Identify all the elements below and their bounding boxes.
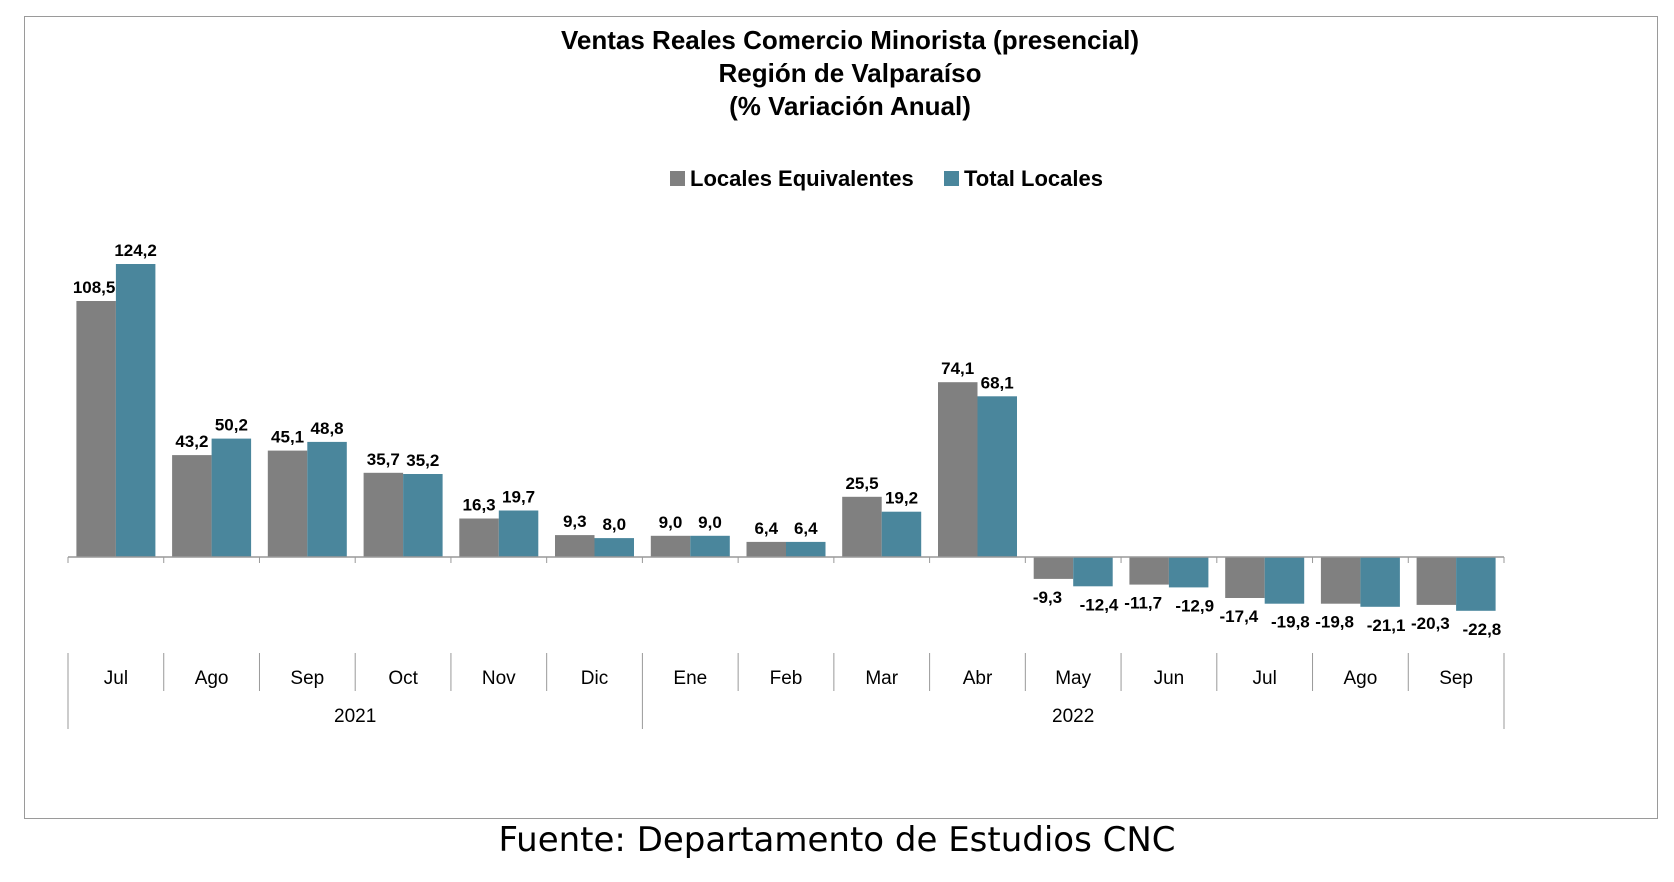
month-label: Sep	[1439, 668, 1473, 689]
data-label: 68,1	[981, 373, 1014, 392]
data-label: 124,2	[114, 241, 157, 260]
bars-layer	[76, 264, 1496, 611]
month-label: May	[1055, 668, 1091, 689]
bar-locales-equivalentes	[1320, 557, 1361, 604]
bar-locales-equivalentes	[1416, 557, 1457, 605]
year-label: 2021	[334, 706, 376, 727]
bar-total-locales	[690, 535, 730, 557]
data-label: 48,8	[311, 419, 344, 438]
data-label: 6,4	[794, 519, 818, 538]
bar-locales-equivalentes	[555, 535, 595, 557]
source-note: Fuente: Departamento de Estudios CNC	[498, 820, 1176, 860]
data-label: -11,7	[1124, 594, 1162, 613]
bar-locales-equivalentes	[76, 301, 116, 557]
month-label: Sep	[290, 668, 324, 689]
data-label: -19,8	[1315, 613, 1354, 632]
data-label: -9,3	[1033, 588, 1062, 607]
month-label: Jul	[1253, 668, 1277, 689]
legend-swatch-locales-equivalentes	[670, 171, 685, 186]
data-label: 9,0	[659, 513, 683, 532]
month-label: Oct	[388, 668, 418, 689]
data-label: -19,8	[1271, 613, 1310, 632]
data-label: 8,0	[602, 515, 626, 534]
category-axis: Jul Ago Sep Oct Nov Dic Ene Feb Mar Abr May Jun Jul A…	[67, 556, 1505, 729]
chart-subtitle: Región de Valparaíso	[719, 58, 982, 88]
bar-total-locales	[786, 541, 826, 557]
chart-frame: Ventas Reales Comercio Minorista (presen…	[24, 16, 1658, 819]
legend-label-total-locales: Total Locales	[964, 166, 1103, 191]
bar-total-locales	[1073, 557, 1113, 587]
month-label: Ene	[673, 668, 707, 689]
bar-locales-equivalentes	[746, 541, 786, 557]
bar-locales-equivalentes	[1225, 557, 1265, 598]
bar-total-locales	[977, 396, 1017, 557]
bar-total-locales	[1360, 557, 1400, 607]
data-label: 43,2	[175, 432, 208, 451]
bar-total-locales	[594, 538, 634, 557]
data-label: 74,1	[941, 359, 974, 378]
bar-total-locales	[1168, 557, 1209, 588]
legend-swatch-total-locales	[944, 171, 959, 186]
month-label: Ago	[195, 668, 229, 689]
bar-total-locales	[881, 511, 922, 557]
bar-locales-equivalentes	[172, 455, 212, 557]
bar-locales-equivalentes	[842, 496, 882, 557]
bar-locales-equivalentes	[363, 472, 404, 557]
month-label: Mar	[865, 668, 898, 689]
data-label: -22,8	[1463, 620, 1502, 639]
bar-locales-equivalentes	[938, 382, 978, 557]
month-label: Jul	[104, 668, 128, 689]
data-label: -21,1	[1367, 616, 1406, 635]
data-labels-layer: 108,5 43,2 45,1 35,7 16,3 9,3 9,0 6,4 25,5 74,1 -9…	[73, 241, 1501, 639]
data-label: -12,4	[1080, 595, 1119, 614]
bar-total-locales	[115, 264, 156, 557]
data-label: 9,3	[563, 512, 587, 531]
data-label: 19,2	[885, 489, 918, 508]
month-label: Jun	[1154, 668, 1185, 689]
data-label: 9,0	[698, 513, 722, 532]
data-label: 16,3	[463, 496, 496, 515]
data-label: 108,5	[73, 278, 116, 297]
bar-locales-equivalentes	[1033, 557, 1074, 579]
bar-locales-equivalentes	[1129, 557, 1169, 585]
month-label: Dic	[581, 668, 608, 689]
data-label: -17,4	[1220, 607, 1259, 626]
data-label: 25,5	[845, 474, 878, 493]
data-label: 35,2	[406, 451, 439, 470]
bar-total-locales	[307, 441, 347, 557]
bar-total-locales	[1264, 557, 1305, 604]
bar-total-locales	[498, 510, 539, 557]
data-label: 6,4	[754, 519, 778, 538]
year-label: 2022	[1052, 706, 1094, 727]
data-label: 35,7	[367, 450, 400, 469]
month-label: Ago	[1343, 668, 1377, 689]
data-label: 45,1	[271, 428, 304, 447]
bar-total-locales	[403, 474, 443, 557]
data-label: -12,9	[1175, 596, 1214, 615]
bar-chart: Ventas Reales Comercio Minorista (presen…	[67, 25, 1505, 729]
bar-locales-equivalentes	[650, 535, 691, 557]
month-label: Feb	[770, 668, 803, 689]
chart-title: Ventas Reales Comercio Minorista (presen…	[561, 25, 1139, 55]
legend: Locales Equivalentes Total Locales	[670, 166, 1103, 191]
bar-total-locales	[1456, 557, 1496, 611]
month-label: Nov	[482, 668, 516, 689]
data-label: -20,3	[1411, 614, 1450, 633]
month-label: Abr	[963, 668, 993, 689]
legend-label-locales-equivalentes: Locales Equivalentes	[690, 166, 914, 191]
chart-subtitle-units: (% Variación Anual)	[729, 91, 971, 121]
bar-total-locales	[211, 438, 252, 557]
bar-locales-equivalentes	[267, 450, 308, 557]
data-label: 50,2	[215, 416, 248, 435]
bar-locales-equivalentes	[459, 518, 499, 557]
data-label: 19,7	[502, 488, 535, 507]
